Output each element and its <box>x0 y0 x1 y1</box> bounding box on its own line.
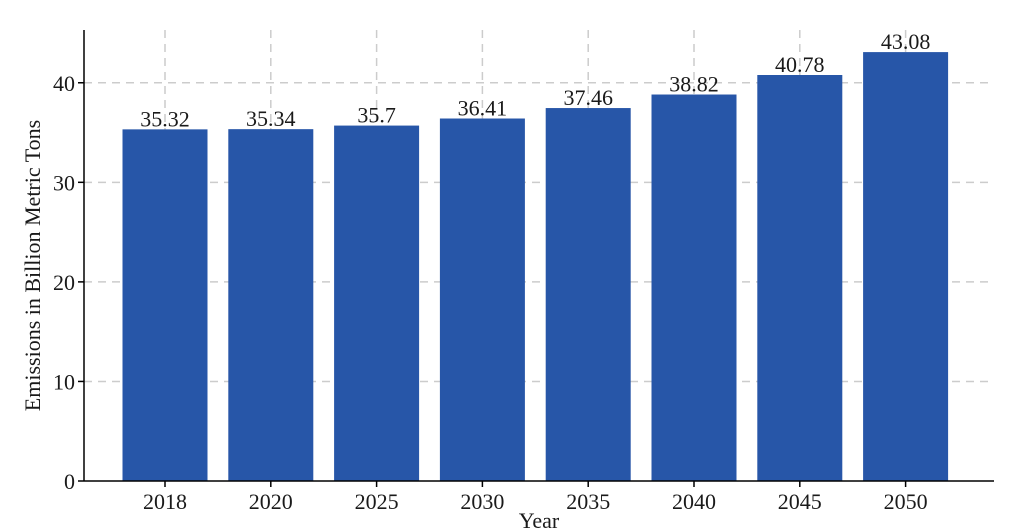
data-label-2050: 43.08 <box>881 29 931 54</box>
bar-2025 <box>334 125 420 481</box>
x-tick-label: 2035 <box>566 489 610 514</box>
data-label-2030: 36.41 <box>458 96 508 121</box>
data-labels: 35.32 35.34 35.7 36.41 37.46 38.82 40.78 43.08 <box>140 29 930 131</box>
y-axis-ticks: 0 10 20 30 40 <box>53 71 84 494</box>
bars <box>122 52 949 482</box>
x-tick-label: 2045 <box>778 489 822 514</box>
x-tick-label: 2040 <box>672 489 716 514</box>
y-tick-label: 30 <box>53 170 75 195</box>
bar-2018 <box>122 129 208 481</box>
x-tick-label: 2030 <box>460 489 504 514</box>
y-tick-label: 10 <box>53 369 75 394</box>
x-tick-label: 2018 <box>143 489 187 514</box>
x-tick-label: 2020 <box>249 489 293 514</box>
bar-2035 <box>545 108 631 481</box>
bar-2050 <box>863 52 949 481</box>
data-label-2025: 35.7 <box>357 103 396 128</box>
data-label-2018: 35.32 <box>140 106 190 131</box>
x-tick-label: 2050 <box>884 489 928 514</box>
x-tick-label: 2025 <box>355 489 399 514</box>
data-label-2035: 37.46 <box>563 85 613 110</box>
y-axis-title: Emissions in Billion Metric Tons <box>20 120 45 411</box>
data-label-2045: 40.78 <box>775 52 825 77</box>
bar-2030 <box>439 118 525 481</box>
grid-lines <box>84 30 994 481</box>
y-tick-label: 0 <box>64 469 75 494</box>
x-axis-title: Year <box>519 508 560 532</box>
y-tick-label: 40 <box>53 71 75 96</box>
data-label-2020: 35.34 <box>246 106 296 131</box>
x-axis-ticks: 2018 2020 2025 2030 2035 2040 2045 2050 <box>143 481 928 514</box>
bar-2020 <box>228 129 314 481</box>
bar-2040 <box>651 94 737 481</box>
data-label-2040: 38.82 <box>669 72 719 97</box>
bar-2045 <box>757 75 843 482</box>
y-tick-label: 20 <box>53 270 75 295</box>
axes <box>83 30 994 482</box>
